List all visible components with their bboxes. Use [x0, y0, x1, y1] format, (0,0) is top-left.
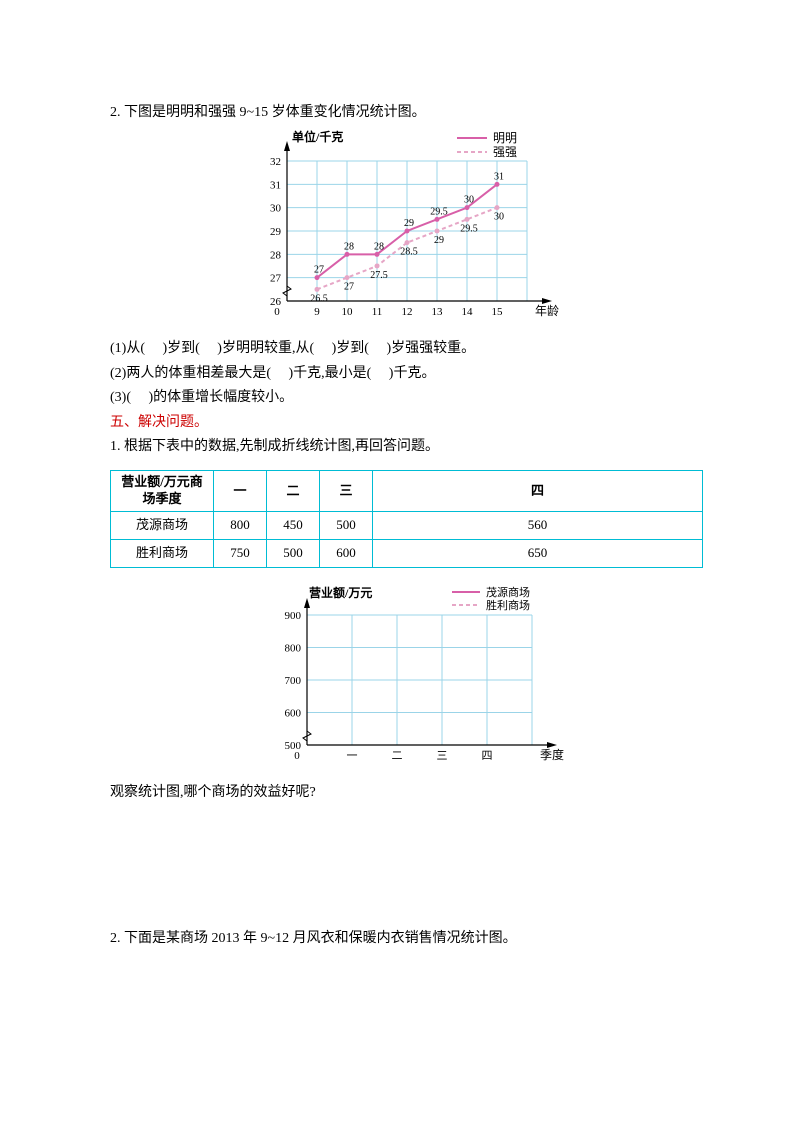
chart2-wrap: 5006007008009000营业额/万元一二三四季度茂源商场胜利商场: [110, 580, 703, 780]
col-q4: 四: [373, 471, 703, 512]
svg-text:三: 三: [436, 750, 447, 762]
r2c4: 650: [373, 539, 703, 567]
th-line1: 营业额/万元商场季度: [117, 474, 207, 508]
svg-text:29: 29: [404, 218, 414, 229]
svg-text:二: 二: [391, 750, 402, 762]
row1-name: 茂源商场: [111, 512, 214, 540]
svg-text:29.5: 29.5: [460, 224, 478, 235]
svg-text:900: 900: [284, 610, 301, 622]
svg-text:32: 32: [270, 156, 281, 168]
col-q3: 三: [320, 471, 373, 512]
table-row: 茂源商场 800 450 500 560: [111, 512, 703, 540]
spacer: [110, 806, 703, 926]
svg-text:季度: 季度: [540, 747, 564, 762]
svg-text:年龄: 年龄: [535, 304, 559, 318]
r1c1: 800: [214, 512, 267, 540]
col-q1: 一: [214, 471, 267, 512]
svg-text:0: 0: [274, 306, 280, 318]
svg-text:单位/千克: 单位/千克: [292, 129, 343, 144]
r1c4: 560: [373, 512, 703, 540]
svg-text:27: 27: [270, 273, 282, 285]
svg-text:11: 11: [371, 306, 382, 318]
svg-text:27: 27: [314, 265, 324, 276]
svg-text:31: 31: [270, 180, 281, 192]
revenue-chart: 5006007008009000营业额/万元一二三四季度茂源商场胜利商场: [227, 580, 587, 780]
svg-text:10: 10: [341, 306, 353, 318]
q2-title: 2. 下图是明明和强强 9~15 岁体重变化情况统计图。: [110, 102, 703, 124]
svg-text:800: 800: [284, 642, 301, 654]
svg-text:营业额/万元: 营业额/万元: [309, 585, 372, 600]
q2-sub3: (3)( )的体重增长幅度较小。: [110, 387, 703, 409]
svg-text:强强: 强强: [493, 145, 517, 159]
r1c3: 500: [320, 512, 373, 540]
svg-text:30: 30: [464, 195, 474, 206]
svg-text:胜利商场: 胜利商场: [486, 598, 530, 612]
q5-2-title: 2. 下面是某商场 2013 年 9~12 月风衣和保暖内衣销售情况统计图。: [110, 928, 703, 950]
section5-heading: 五、解决问题。: [110, 412, 703, 434]
r2c3: 600: [320, 539, 373, 567]
svg-text:29: 29: [434, 235, 444, 246]
svg-text:9: 9: [314, 306, 320, 318]
q2-sub1: (1)从( )岁到( )岁明明较重,从( )岁到( )岁强强较重。: [110, 338, 703, 360]
r2c1: 750: [214, 539, 267, 567]
chart1-wrap: 26272829303132单位/千克9101112131415年龄0明明强强2…: [110, 126, 703, 336]
q5-1-title: 1. 根据下表中的数据,先制成折线统计图,再回答问题。: [110, 436, 703, 458]
svg-text:30: 30: [270, 203, 282, 215]
svg-text:30: 30: [494, 212, 504, 223]
svg-text:28: 28: [270, 250, 282, 262]
q2-sub2: (2)两人的体重相差最大是( )千克,最小是( )千克。: [110, 363, 703, 385]
r2c2: 500: [267, 539, 320, 567]
svg-text:28: 28: [374, 242, 384, 253]
weight-chart: 26272829303132单位/千克9101112131415年龄0明明强强2…: [227, 126, 587, 336]
svg-text:12: 12: [401, 306, 412, 318]
svg-text:14: 14: [461, 306, 473, 318]
svg-text:茂源商场: 茂源商场: [486, 585, 530, 599]
revenue-table: 营业额/万元商场季度 一 二 三 四 茂源商场 800 450 500 560 …: [110, 470, 703, 567]
svg-text:明明: 明明: [493, 131, 517, 145]
svg-text:15: 15: [491, 306, 503, 318]
svg-text:四: 四: [481, 750, 492, 762]
row2-name: 胜利商场: [111, 539, 214, 567]
svg-text:一: 一: [346, 750, 357, 762]
r1c2: 450: [267, 512, 320, 540]
table-header-row: 营业额/万元商场季度 一 二 三 四: [111, 471, 703, 512]
table-header-main: 营业额/万元商场季度: [111, 471, 214, 512]
col-q2: 二: [267, 471, 320, 512]
svg-text:29: 29: [270, 226, 282, 238]
svg-text:700: 700: [284, 675, 301, 687]
svg-text:28: 28: [344, 242, 354, 253]
svg-text:600: 600: [284, 707, 301, 719]
svg-text:28.5: 28.5: [400, 247, 418, 258]
svg-text:27.5: 27.5: [370, 270, 388, 281]
q5-1-question: 观察统计图,哪个商场的效益好呢?: [110, 782, 703, 804]
svg-text:29.5: 29.5: [430, 207, 448, 218]
svg-text:13: 13: [431, 306, 443, 318]
svg-text:26.5: 26.5: [310, 294, 328, 305]
svg-text:0: 0: [294, 750, 300, 762]
svg-text:31: 31: [494, 172, 504, 183]
table-row: 胜利商场 750 500 600 650: [111, 539, 703, 567]
svg-text:27: 27: [344, 282, 354, 293]
